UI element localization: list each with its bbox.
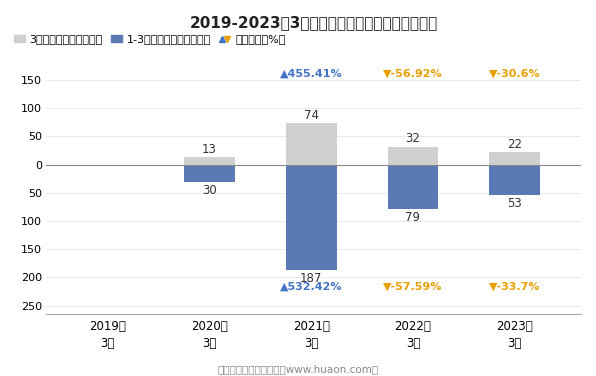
Bar <box>489 152 540 165</box>
Bar <box>387 165 439 209</box>
Text: ▼-30.6%: ▼-30.6% <box>489 69 541 79</box>
Text: 74: 74 <box>303 109 319 122</box>
Text: 53: 53 <box>507 197 522 210</box>
Bar <box>184 165 235 182</box>
Text: ▲455.41%: ▲455.41% <box>280 69 343 79</box>
Text: 制图：华经产业研究院（www.huaon.com）: 制图：华经产业研究院（www.huaon.com） <box>218 364 378 374</box>
Bar <box>489 165 540 194</box>
Text: 22: 22 <box>507 138 522 151</box>
Text: ▼-56.92%: ▼-56.92% <box>383 69 443 79</box>
Bar <box>184 157 235 165</box>
Text: ▼-57.59%: ▼-57.59% <box>383 281 443 291</box>
Text: 79: 79 <box>405 211 421 224</box>
Text: ▲532.42%: ▲532.42% <box>280 281 343 291</box>
Text: 32: 32 <box>405 132 420 146</box>
Title: 2019-2023年3月大连商品交易所米米期货成交量: 2019-2023年3月大连商品交易所米米期货成交量 <box>190 15 438 30</box>
Legend: 3月期货成交量（万手）, 1-3月期货成交量（万手）, 同比增长（%）: 3月期货成交量（万手）, 1-3月期货成交量（万手）, 同比增长（%） <box>9 30 290 49</box>
Text: 187: 187 <box>300 272 322 285</box>
Bar <box>285 123 337 165</box>
Bar <box>387 147 439 165</box>
Text: 13: 13 <box>202 143 217 156</box>
Bar <box>285 165 337 270</box>
Text: ▼-33.7%: ▼-33.7% <box>489 281 541 291</box>
Text: 30: 30 <box>202 184 217 197</box>
